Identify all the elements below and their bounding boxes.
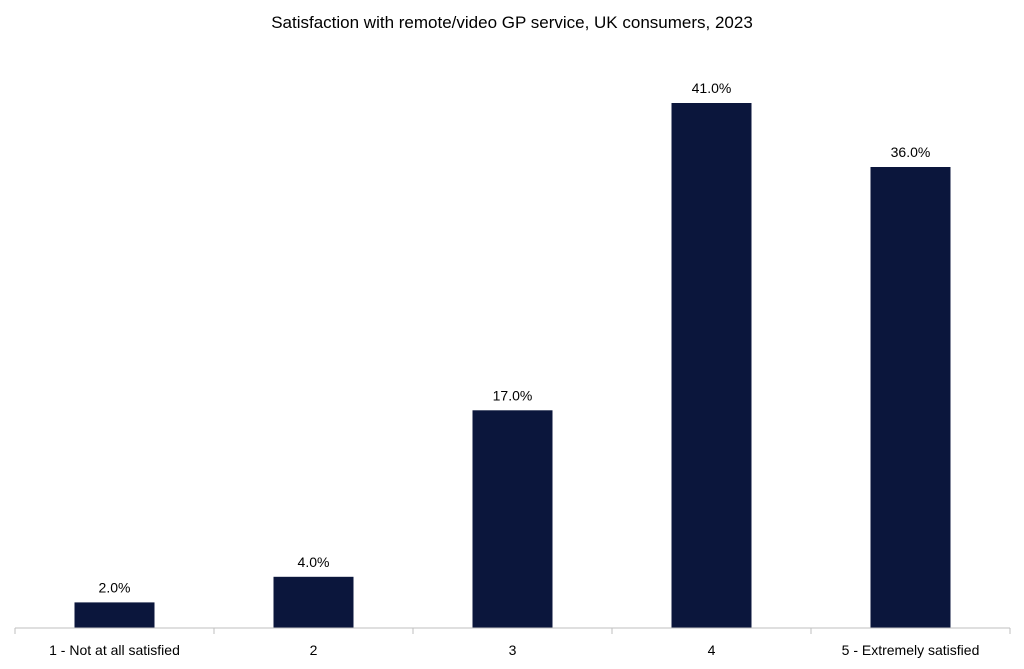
x-tick-label-4: 4 bbox=[708, 642, 716, 658]
x-tick-label-1: 1 - Not at all satisfied bbox=[49, 642, 180, 658]
bar-2 bbox=[273, 576, 354, 628]
x-tick-label-2: 2 bbox=[310, 642, 318, 658]
bar-5 bbox=[870, 167, 951, 628]
bar-4 bbox=[671, 103, 752, 628]
x-tick-label-3: 3 bbox=[509, 642, 517, 658]
value-label-2: 4.0% bbox=[298, 554, 330, 570]
value-label-4: 41.0% bbox=[692, 80, 732, 96]
chart-title: Satisfaction with remote/video GP servic… bbox=[271, 13, 753, 32]
value-label-5: 36.0% bbox=[891, 144, 931, 160]
bar-3 bbox=[472, 410, 553, 628]
value-label-1: 2.0% bbox=[99, 579, 131, 595]
x-tick-label-5: 5 - Extremely satisfied bbox=[842, 642, 980, 658]
bar-1 bbox=[74, 602, 155, 628]
value-label-3: 17.0% bbox=[493, 387, 533, 403]
plot-area: 2.0% 1 - Not at all satisfied 4.0% 2 17.0% 3 4… bbox=[14, 80, 1011, 658]
